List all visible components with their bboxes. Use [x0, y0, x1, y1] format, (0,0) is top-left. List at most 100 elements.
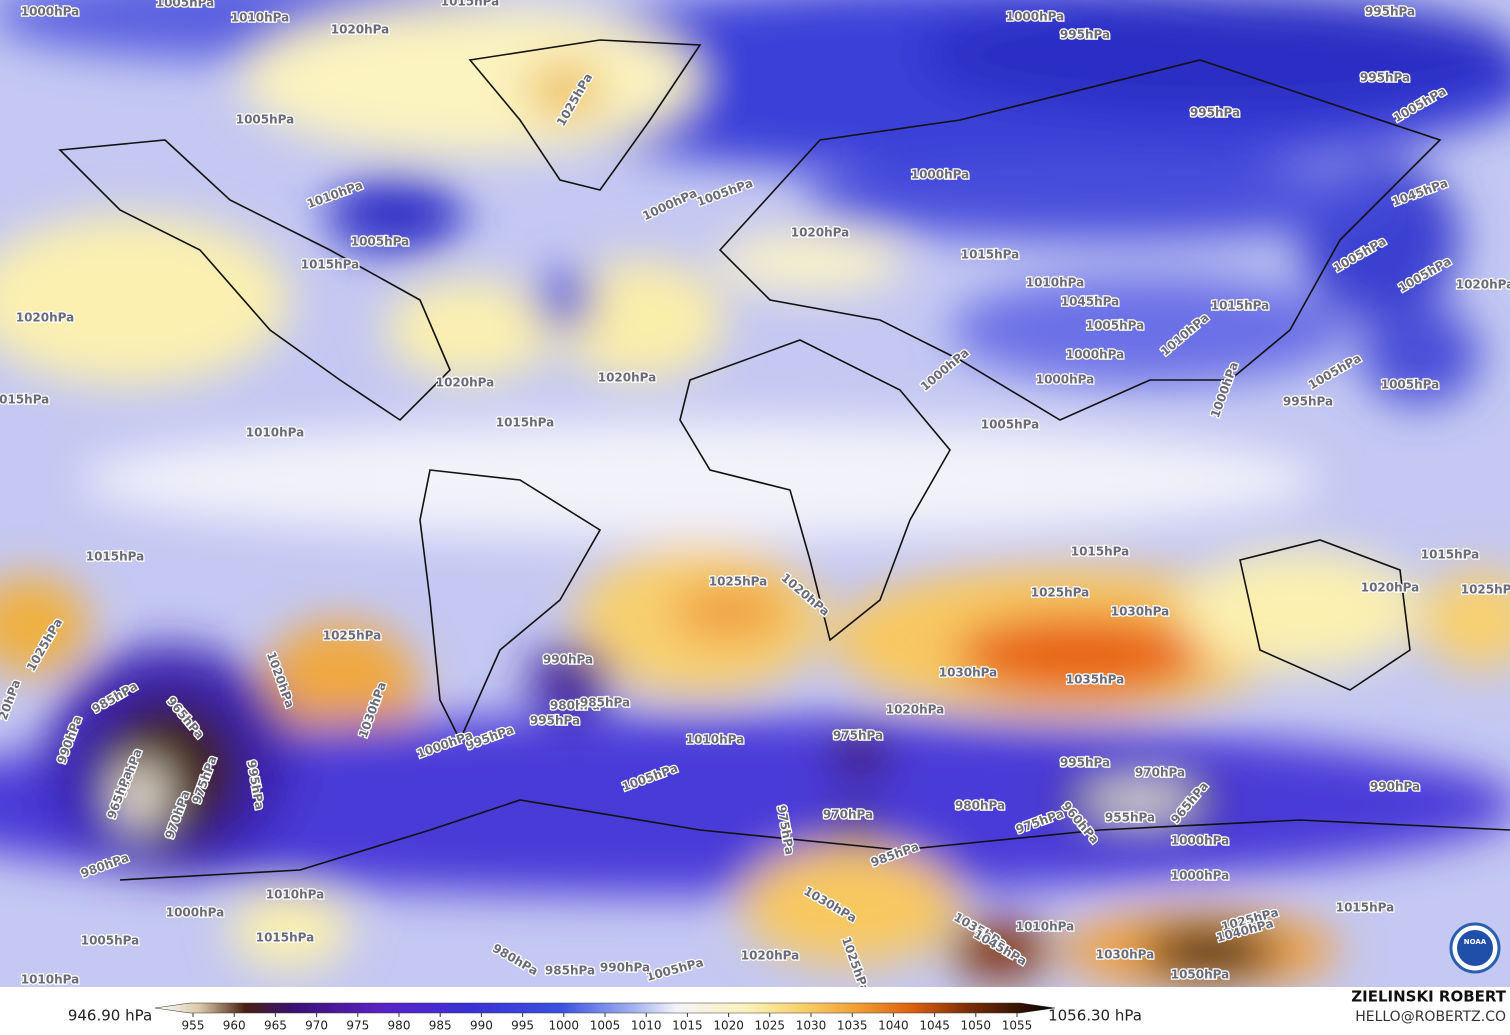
isobar-label: 1015hPa [1211, 299, 1270, 313]
isobar-label: 1015hPa [1071, 545, 1130, 559]
logo: NOAA [1449, 922, 1501, 974]
colorbar-tick-label: 985 [429, 1019, 452, 1033]
isobar-label: 1030hPa [939, 666, 998, 680]
pressure-blob [0, 715, 1510, 895]
isobar-label: 995hPa [1190, 106, 1240, 120]
isobar-label: 970hPa [1135, 766, 1185, 780]
isobar-label: 1015hPa [441, 0, 500, 9]
isobar-label: 985hPa [545, 964, 595, 978]
pressure-blob [830, 810, 880, 840]
isobar-label: 1010hPa [1026, 276, 1085, 290]
isobar-label: 1020hPa [331, 23, 390, 37]
isobar-label: 1000hPa [1036, 373, 1095, 387]
pressure-blob [0, 215, 290, 385]
isobar-label: 990hPa [543, 653, 593, 667]
isobar-label: 1020hPa [16, 311, 75, 325]
isobar-label: 1010hPa [231, 11, 290, 25]
pressure-field [0, 0, 1510, 987]
isobar-label: 1010hPa [686, 733, 745, 747]
colorbar-tick-label: 1010 [631, 1019, 662, 1033]
isobar-label: 1020hPa [598, 371, 657, 385]
colorbar-tick-label: 980 [388, 1019, 411, 1033]
pressure-blob [830, 735, 890, 775]
colorbar-tick-label: 1015 [672, 1019, 703, 1033]
colorbar-tick-label: 990 [470, 1019, 493, 1033]
isobar-label: 1045hPa [1061, 295, 1120, 309]
pressure-blob [670, 582, 790, 642]
pressure-blob [1180, 550, 1420, 670]
pressure-blob [0, 575, 90, 675]
isobar-label: 975hPa [833, 729, 883, 743]
pressure-blob [715, 232, 905, 292]
isobar-label: 990hPa [1370, 780, 1420, 794]
isobar-label: 1025hPa [1031, 586, 1090, 600]
logo-text: NOAA [1464, 938, 1487, 946]
isobar-label: 1000hPa [1066, 348, 1125, 362]
field-blobs [0, 0, 1510, 987]
isobar-label: 1015hPa [256, 931, 315, 945]
isobar-label: 980hPa [550, 699, 600, 713]
isobar-label: 1005hPa [981, 418, 1040, 432]
pressure-blob [920, 0, 1510, 115]
isobar-label: 1015hPa [496, 416, 555, 430]
isobar-label: 1015hPa [0, 393, 49, 407]
isobar-label: 995hPa [1365, 5, 1415, 19]
colorbar-tick-label: 1020 [713, 1019, 744, 1033]
isobar-label: 1000hPa [1006, 10, 1065, 24]
pressure-blob [1140, 927, 1280, 977]
colorbar-tick-label: 970 [305, 1019, 328, 1033]
pressure-blob [240, 5, 700, 155]
isobar-label: 1000hPa [911, 168, 970, 182]
isobar-label: 1015hPa [301, 258, 360, 272]
isobar-label: 1005hPa [1381, 378, 1440, 392]
isobar-label: 995hPa [530, 714, 580, 728]
isobar-label: 1025hPa [709, 575, 768, 589]
colorbar: 955 960 965 970 975 980 985 990 995 1000 1005 1010 1… [154, 1002, 1056, 1033]
colorbar-tick-label: 965 [264, 1019, 287, 1033]
isobar-label: 1000hPa [21, 5, 80, 19]
colorbar-tick-label: 1045 [919, 1019, 950, 1033]
colorbar-tick-label: 995 [511, 1019, 534, 1033]
isobar-label: 1005hPa [81, 934, 140, 948]
isobar-label: 1020hPa [886, 703, 945, 717]
isobar-label: 970hPa [823, 808, 873, 822]
isobar-label: 995hPa [1060, 28, 1110, 42]
pressure-blob [555, 260, 725, 380]
colorbar-tick-label: 1005 [590, 1019, 621, 1033]
isobar-label: 1000hPa [166, 906, 225, 920]
pressure-blob [955, 615, 1205, 695]
isobar-label: 1020hPa [791, 226, 850, 240]
colorbar-bar [154, 1002, 1056, 1014]
isobar-label: 1020hPa [1456, 278, 1510, 292]
colorbar-tick-label: 1035 [837, 1019, 868, 1033]
isobar-label: 1015hPa [1336, 901, 1395, 915]
colorbar-tick-label: 975 [346, 1019, 369, 1033]
isobar-label: 995hPa [1283, 395, 1333, 409]
colorbar-tick-label: 1055 [1002, 1019, 1033, 1033]
isobar-label: 1000hPa [1171, 869, 1230, 883]
pressure-blob [740, 845, 960, 965]
pressure-blob [1420, 570, 1510, 670]
pressure-blob [112, 761, 168, 829]
credit-author: ZIELINSKI ROBERT [1351, 988, 1506, 1006]
isobar-label: 1005hPa [351, 235, 410, 249]
pressure-blob [80, 420, 1320, 540]
pressure-blob [385, 280, 555, 380]
colorbar-tick-label: 1040 [878, 1019, 909, 1033]
colorbar-tick-label: 1025 [755, 1019, 786, 1033]
isobar-label: 1025hPa [1461, 583, 1510, 597]
isobar-label: 1025hPa [323, 629, 382, 643]
colorbar-tick-label: 1000 [549, 1019, 580, 1033]
isobar-label: 995hPa [1060, 756, 1110, 770]
pressure-blob [560, 669, 580, 697]
colorbar-tick-label: 1050 [961, 1019, 992, 1033]
isobar-label: 995hPa [1360, 71, 1410, 85]
pressure-blob [230, 890, 350, 970]
colorbar-tick-label: 955 [182, 1019, 205, 1033]
isobar-label: 1005hPa [236, 113, 295, 127]
isobar-label: 1010hPa [1016, 920, 1075, 934]
pressure-blob [525, 62, 605, 118]
isobar-label: 1035hPa [1066, 673, 1125, 687]
pressure-blob [1360, 305, 1480, 405]
